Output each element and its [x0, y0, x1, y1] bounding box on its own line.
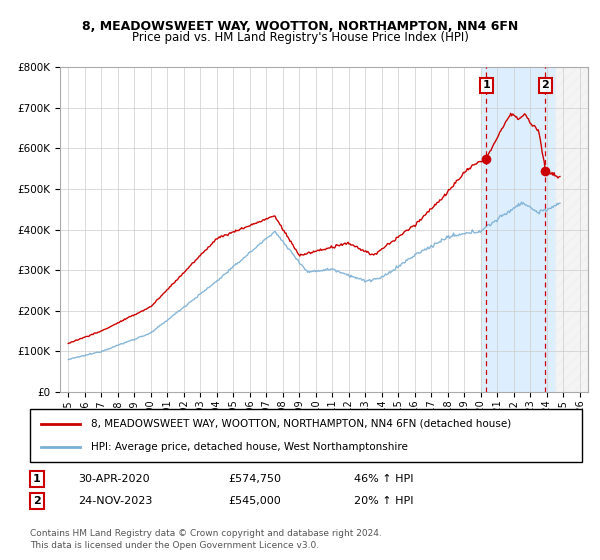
Text: Contains HM Land Registry data © Crown copyright and database right 2024.
This d: Contains HM Land Registry data © Crown c… [30, 529, 382, 550]
Text: 24-NOV-2023: 24-NOV-2023 [78, 496, 152, 506]
Text: 46% ↑ HPI: 46% ↑ HPI [354, 474, 413, 484]
Text: 1: 1 [482, 81, 490, 91]
Text: 8, MEADOWSWEET WAY, WOOTTON, NORTHAMPTON, NN4 6FN (detached house): 8, MEADOWSWEET WAY, WOOTTON, NORTHAMPTON… [91, 419, 511, 429]
Text: 2: 2 [33, 496, 41, 506]
Text: 30-APR-2020: 30-APR-2020 [78, 474, 149, 484]
Bar [481, 67, 555, 392]
Text: £545,000: £545,000 [228, 496, 281, 506]
Text: 1: 1 [33, 474, 41, 484]
FancyBboxPatch shape [30, 409, 582, 462]
Text: Price paid vs. HM Land Registry's House Price Index (HPI): Price paid vs. HM Land Registry's House … [131, 31, 469, 44]
Bar [555, 67, 588, 392]
Text: £574,750: £574,750 [228, 474, 281, 484]
Text: 20% ↑ HPI: 20% ↑ HPI [354, 496, 413, 506]
Text: 8, MEADOWSWEET WAY, WOOTTON, NORTHAMPTON, NN4 6FN: 8, MEADOWSWEET WAY, WOOTTON, NORTHAMPTON… [82, 20, 518, 32]
Text: 2: 2 [542, 81, 550, 91]
Text: HPI: Average price, detached house, West Northamptonshire: HPI: Average price, detached house, West… [91, 442, 407, 452]
